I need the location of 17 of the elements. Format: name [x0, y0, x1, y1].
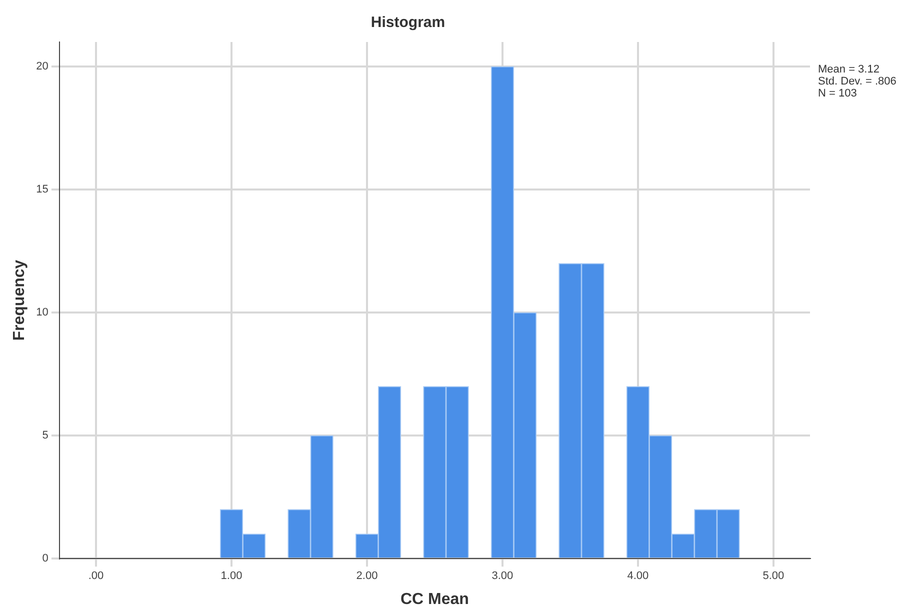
y-tick-label: 20	[36, 60, 48, 73]
text: N = 103	[818, 88, 857, 100]
x-tick-label: 4.00	[627, 570, 649, 582]
y-tick-label: 0	[42, 552, 48, 565]
x-tick-label: 2.00	[356, 570, 378, 582]
y-tick-label: 5	[42, 430, 48, 442]
y-tick-label: 15	[36, 184, 48, 196]
x-tick-label: 3.00	[492, 570, 514, 582]
x-tick-label: 5.00	[762, 570, 784, 582]
x-tick-label: .00	[88, 570, 104, 582]
text: Std. Dev. = .806	[818, 76, 896, 88]
y-tick-label: 10	[36, 306, 48, 319]
text: Mean = 3.12	[818, 64, 880, 76]
x-tick-label: 1.00	[220, 570, 242, 582]
y-axis-title: Frequency	[11, 260, 28, 341]
chart-title: Histogram	[370, 14, 446, 32]
x-axis-title: CC Mean	[400, 590, 469, 608]
